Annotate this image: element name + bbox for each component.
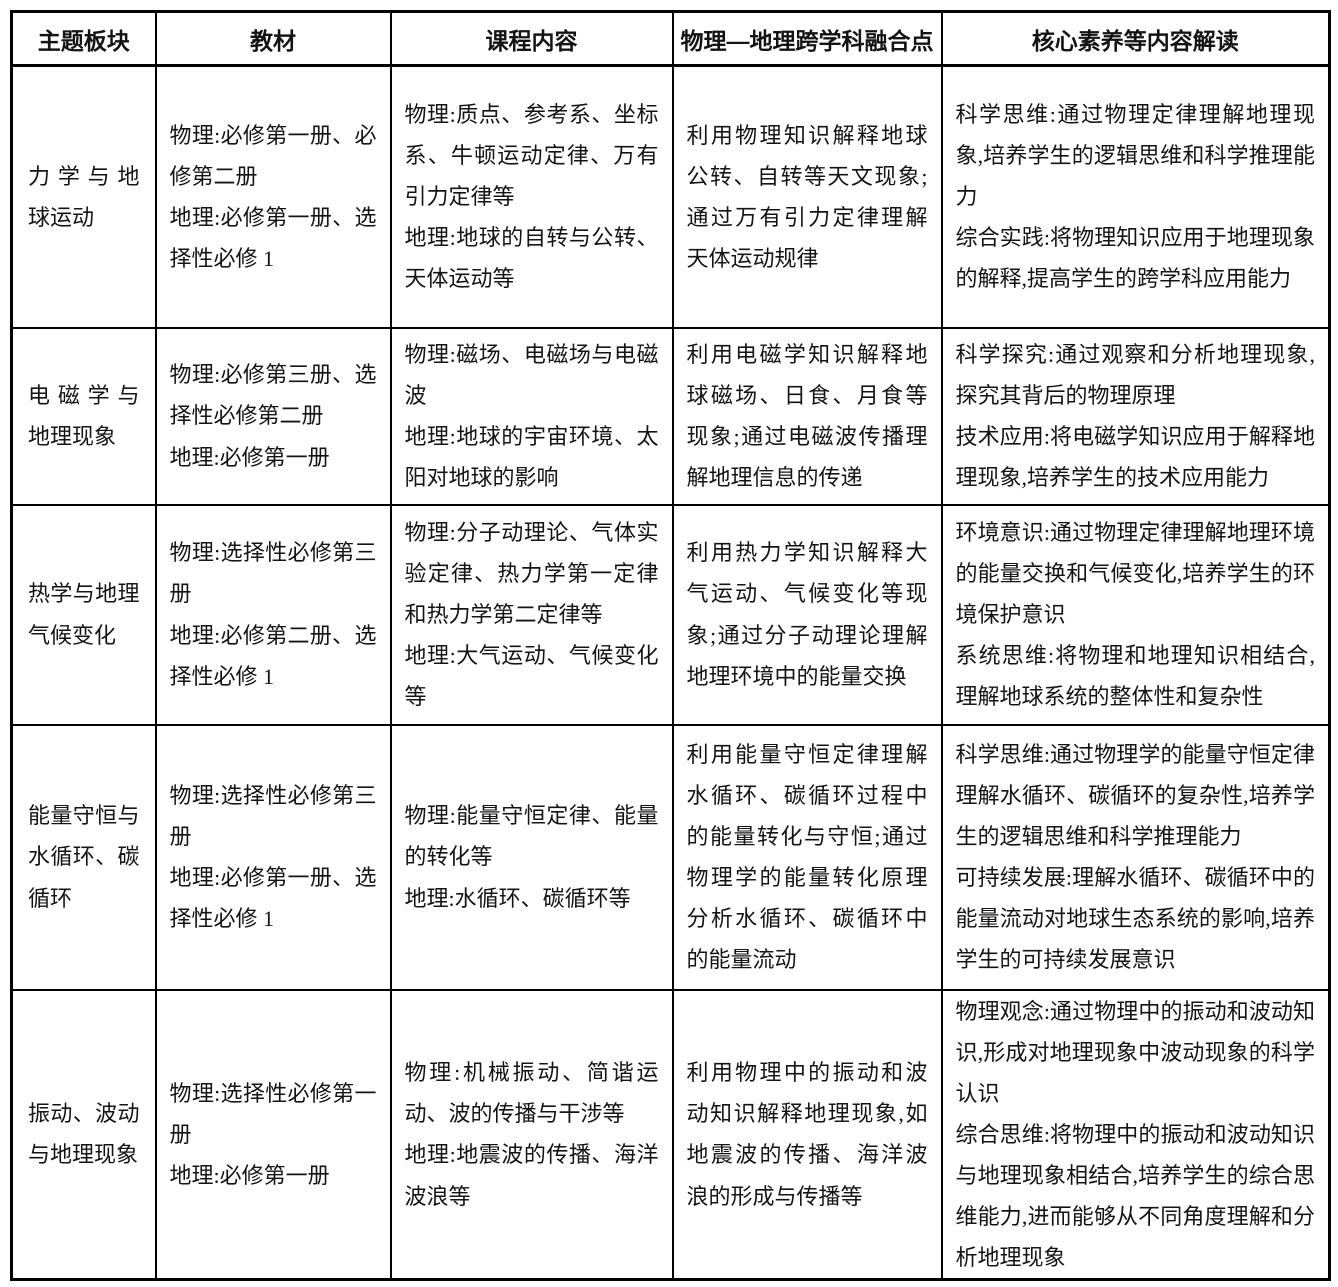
text-line: 力学与地: [28, 163, 140, 189]
materials-cell: 物理:选择性必修第三册 地理:必修第一册、选择性必修 1: [154, 723, 392, 991]
paragraph: 地理:地震波的传播、海洋波浪等: [404, 1142, 659, 1209]
table-row-thermodynamics: 热学与地理 气候变化 物理:选择性必修第三册 地理:必修第二册、选择性必修 1 …: [10, 503, 1331, 726]
materials-cell: 物理:必修第三册、选择性必修第二册 地理:必修第一册: [154, 326, 392, 506]
text-line: 循环: [28, 885, 73, 911]
theme-cell: 热学与地理 气候变化: [10, 503, 157, 726]
column-header-content: 课程内容: [389, 10, 674, 67]
paragraph: 物理观念:通过物理中的振动和波动知识,形成对地理现象中波动现象的科学认识: [955, 998, 1316, 1106]
paragraph: 综合思维:将物理中的振动和波动知识与地理现象相结合,培养学生的综合思维能力,进而…: [955, 1121, 1316, 1271]
paragraph: 物理:选择性必修第一册: [169, 1080, 377, 1147]
paragraph: 地理:水循环、碳循环等: [404, 885, 631, 911]
paragraph: 科学思维:通过物理定律理解地理现象,培养学生的逻辑思维和科学推理能力: [955, 101, 1316, 210]
fusion-cell: 利用物理中的振动和波动知识解释地理现象,如地震波的传播、海洋波浪的形成与传播等: [671, 988, 943, 1281]
literacy-cell: 科学思维:通过物理学的能量守恒定律理解水循环、碳循环的复杂性,培养学生的逻辑思维…: [940, 723, 1331, 991]
paragraph: 地理:大气运动、气候变化等: [404, 643, 659, 710]
paragraph: 利用电磁学知识解释地球磁场、日食、月食等现象;通过电磁波传播理解地理信息的传递: [686, 341, 928, 491]
theme-cell: 振动、波动 与地理现象: [10, 988, 157, 1281]
paragraph: 环境意识:通过物理定律理解地理环境的能量交换和气候变化,培养学生的环境保护意识: [955, 519, 1316, 627]
curriculum-table: 主题板块 教材 课程内容 物理—地理跨学科融合点 核心素养等内容解读 力学与地 …: [10, 10, 1331, 1282]
table-row-mechanics: 力学与地 球运动 物理:必修第一册、必修第二册 地理:必修第一册、选择性必修 1…: [10, 64, 1331, 329]
text-line: 气候变化: [28, 622, 117, 648]
paragraph: 地理:必修第二册、选择性必修 1: [169, 622, 377, 689]
paragraph: 利用热力学知识解释大气运动、气候变化等现象;通过分子动理论理解地理环境中的能量交…: [686, 540, 928, 689]
paragraph: 物理:磁场、电磁场与电磁波: [404, 341, 659, 408]
paragraph: 物理:必修第一册、必修第二册: [169, 122, 377, 189]
materials-cell: 物理:必修第一册、必修第二册 地理:必修第一册、选择性必修 1: [154, 64, 392, 329]
text-line: 热学与地理: [28, 581, 140, 607]
literacy-cell: 物理观念:通过物理中的振动和波动知识,形成对地理现象中波动现象的科学认识 综合思…: [940, 988, 1331, 1281]
paragraph: 科学探究:通过观察和分析地理现象,探究其背后的物理原理: [955, 341, 1316, 408]
header-row: 主题板块 教材 课程内容 物理—地理跨学科融合点 核心素养等内容解读: [10, 10, 1331, 67]
content-cell: 物理:分子动理论、气体实验定律、热力学第一定律和热力学第二定律等 地理:大气运动…: [389, 503, 674, 726]
fusion-cell: 利用电磁学知识解释地球磁场、日食、月食等现象;通过电磁波传播理解地理信息的传递: [671, 326, 943, 506]
text-line: 球运动: [28, 204, 95, 230]
paragraph: 物理:选择性必修第三册: [169, 782, 377, 849]
paragraph: 科学思维:通过物理学的能量守恒定律理解水循环、碳循环的复杂性,培养学生的逻辑思维…: [955, 741, 1316, 849]
theme-cell: 电磁学与 地理现象: [10, 326, 157, 506]
text-line: 地理现象: [28, 424, 117, 449]
table-row-electromagnetism: 电磁学与 地理现象 物理:必修第三册、选择性必修第二册 地理:必修第一册 物理:…: [10, 326, 1331, 506]
table-row-energy-conservation: 能量守恒与 水循环、碳 循环 物理:选择性必修第三册 地理:必修第一册、选择性必…: [10, 723, 1331, 991]
text-line: 能量守恒与: [28, 803, 140, 829]
theme-cell: 力学与地 球运动: [10, 64, 157, 329]
paragraph: 物理:能量守恒定律、能量的转化等: [404, 803, 659, 870]
paragraph: 地理:必修第一册、选择性必修 1: [169, 204, 377, 271]
paragraph: 地理:必修第一册、选择性必修 1: [169, 865, 377, 932]
theme-cell: 能量守恒与 水循环、碳 循环: [10, 723, 157, 991]
content-cell: 物理:磁场、电磁场与电磁波 地理:地球的宇宙环境、太阳对地球的影响: [389, 326, 674, 506]
paragraph: 地理:地球的宇宙环境、太阳对地球的影响: [404, 424, 659, 491]
column-header-literacy: 核心素养等内容解读: [940, 10, 1331, 67]
column-header-theme: 主题板块: [10, 10, 157, 67]
paragraph: 物理:机械振动、简谐运动、波的传播与干涉等: [404, 1060, 659, 1127]
fusion-cell: 利用热力学知识解释大气运动、气候变化等现象;通过分子动理论理解地理环境中的能量交…: [671, 503, 943, 726]
paragraph: 利用物理中的振动和波动知识解释地理现象,如地震波的传播、海洋波浪的形成与传播等: [686, 1060, 928, 1209]
paragraph: 物理:选择性必修第三册: [169, 540, 377, 607]
column-header-fusion: 物理—地理跨学科融合点: [671, 10, 943, 67]
literacy-cell: 科学探究:通过观察和分析地理现象,探究其背后的物理原理 技术应用:将电磁学知识应…: [940, 326, 1331, 506]
paragraph: 物理:质点、参考系、坐标系、牛顿运动定律、万有引力定律等: [404, 101, 659, 210]
content-cell: 物理:机械振动、简谐运动、波的传播与干涉等 地理:地震波的传播、海洋波浪等: [389, 988, 674, 1281]
paragraph: 物理:分子动理论、气体实验定律、热力学第一定律和热力学第二定律等: [404, 519, 659, 627]
fusion-cell: 利用物理知识解释地球公转、自转等天文现象;通过万有引力定律理解天体运动规律: [671, 64, 943, 329]
paragraph: 利用物理知识解释地球公转、自转等天文现象;通过万有引力定律理解天体运动规律: [686, 122, 928, 271]
paragraph: 系统思维:将物理和地理知识相结合,理解地球系统的整体性和复杂性: [955, 643, 1316, 710]
content-cell: 物理:质点、参考系、坐标系、牛顿运动定律、万有引力定律等 地理:地球的自转与公转…: [389, 64, 674, 329]
text-line: 振动、波动: [28, 1101, 140, 1127]
text-line: 与地理现象: [28, 1142, 139, 1168]
paragraph: 利用能量守恒定律理解水循环、碳循环过程中的能量转化与守恒;通过物理学的能量转化原…: [686, 741, 928, 973]
materials-cell: 物理:选择性必修第三册 地理:必修第二册、选择性必修 1: [154, 503, 392, 726]
literacy-cell: 环境意识:通过物理定律理解地理环境的能量交换和气候变化,培养学生的环境保护意识 …: [940, 503, 1331, 726]
table-row-vibration-waves: 振动、波动 与地理现象 物理:选择性必修第一册 地理:必修第一册 物理:机械振动…: [10, 988, 1331, 1281]
text-line: 水循环、碳: [28, 844, 140, 870]
literacy-cell: 科学思维:通过物理定律理解地理现象,培养学生的逻辑思维和科学推理能力 综合实践:…: [940, 64, 1331, 329]
paragraph: 地理:必修第一册: [169, 444, 330, 470]
paragraph: 地理:地球的自转与公转、天体运动等: [404, 225, 659, 292]
paragraph: 地理:必修第一册: [169, 1163, 330, 1188]
materials-cell: 物理:选择性必修第一册 地理:必修第一册: [154, 988, 392, 1281]
content-cell: 物理:能量守恒定律、能量的转化等 地理:水循环、碳循环等: [389, 723, 674, 991]
paragraph: 综合实践:将物理知识应用于地理现象的解释,提高学生的跨学科应用能力: [955, 225, 1316, 292]
column-header-materials: 教材: [154, 10, 392, 67]
fusion-cell: 利用能量守恒定律理解水循环、碳循环过程中的能量转化与守恒;通过物理学的能量转化原…: [671, 723, 943, 991]
paragraph: 可持续发展:理解水循环、碳循环中的能量流动对地球生态系统的影响,培养学生的可持续…: [955, 865, 1316, 973]
text-line: 电磁学与: [28, 382, 140, 408]
paragraph: 物理:必修第三册、选择性必修第二册: [169, 362, 377, 429]
paragraph: 技术应用:将电磁学知识应用于解释地理现象,培养学生的技术应用能力: [955, 424, 1316, 491]
